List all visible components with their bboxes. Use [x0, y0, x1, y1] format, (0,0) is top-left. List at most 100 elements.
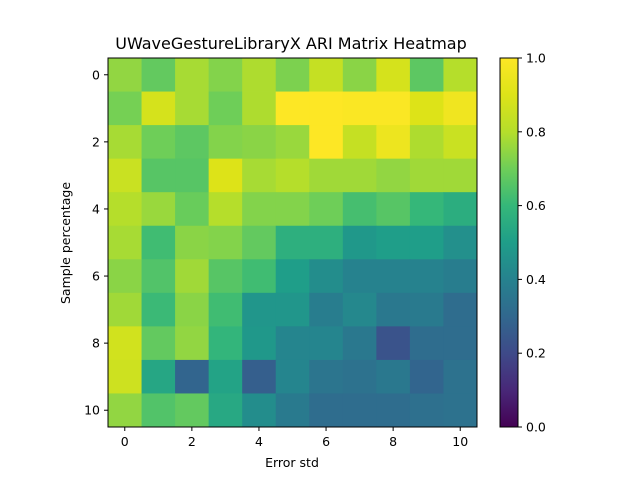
y-tick-label: 4 — [92, 201, 100, 216]
heatmap-cell — [443, 259, 478, 294]
heatmap-cell — [208, 158, 243, 193]
heatmap-cell — [108, 259, 142, 294]
heatmap-cell — [342, 158, 377, 193]
heatmap-cell — [443, 91, 478, 126]
heatmap-cell — [175, 58, 210, 92]
heatmap-cell — [242, 259, 277, 294]
heatmap-cell — [242, 192, 277, 227]
colorbar-tick-label: 0.6 — [526, 198, 546, 213]
heatmap-cell — [409, 91, 444, 126]
heatmap-cell — [208, 91, 243, 126]
heatmap-cell — [443, 192, 478, 227]
heatmap-cell — [175, 91, 210, 126]
heatmap-cell — [275, 326, 310, 361]
heatmap-cell — [108, 158, 142, 193]
x-tick-label: 4 — [255, 434, 263, 449]
heatmap-cell — [409, 225, 444, 260]
heatmap-cell — [275, 393, 310, 428]
heatmap-cell — [342, 58, 377, 92]
y-tick-label: 0 — [92, 67, 100, 82]
heatmap-cell — [242, 225, 277, 260]
heatmap-cell — [175, 125, 210, 160]
heatmap-cell — [108, 393, 142, 428]
heatmap-cell — [342, 125, 377, 160]
heatmap-cell — [108, 225, 142, 260]
heatmap-cell — [141, 259, 176, 294]
heatmap-cell — [141, 192, 176, 227]
heatmap-cell — [275, 158, 310, 193]
heatmap-cell — [108, 359, 142, 394]
heatmap-cell — [309, 192, 344, 227]
heatmap-cell — [208, 58, 243, 92]
heatmap-cell — [443, 359, 478, 394]
heatmap-cell — [409, 326, 444, 361]
heatmap-cell — [376, 292, 411, 327]
colorbar-tick-label: 0.2 — [526, 346, 546, 361]
heatmap-cell — [342, 359, 377, 394]
colorbar — [500, 58, 518, 427]
heatmap-cell — [309, 292, 344, 327]
heatmap-cell — [342, 192, 377, 227]
heatmap-cell — [443, 225, 478, 260]
heatmap-cell — [409, 292, 444, 327]
heatmap-cell — [342, 91, 377, 126]
heatmap-cell — [175, 393, 210, 428]
heatmap-cell — [376, 393, 411, 428]
heatmap-cell — [309, 91, 344, 126]
heatmap-cell — [208, 326, 243, 361]
plot-frame — [107, 57, 478, 428]
heatmap-cell — [376, 359, 411, 394]
colorbar-ticks: 0.0 0.2 0.4 0.6 0.8 1.0 — [518, 51, 546, 435]
heatmap-cell — [242, 58, 277, 92]
x-axis-ticks: 0 2 4 6 8 10 — [121, 427, 468, 449]
heatmap-cell — [141, 91, 176, 126]
heatmap-cell — [242, 359, 277, 394]
heatmap-cell — [275, 125, 310, 160]
y-tick-label: 6 — [92, 269, 100, 284]
heatmap-cell — [275, 225, 310, 260]
heatmap-cell — [108, 292, 142, 327]
heatmap-cell — [141, 58, 176, 92]
heatmap-cell — [208, 192, 243, 227]
y-axis-ticks: 0 2 4 6 8 10 — [84, 67, 108, 418]
heatmap-cell — [409, 125, 444, 160]
heatmap-cell — [443, 292, 478, 327]
heatmap-cell — [376, 326, 411, 361]
heatmap-cell — [141, 292, 176, 327]
heatmap-cell — [376, 259, 411, 294]
heatmap-cell — [242, 393, 277, 428]
heatmap-cell — [443, 158, 478, 193]
heatmap-cell — [376, 91, 411, 126]
heatmap-cell — [108, 326, 142, 361]
heatmap-cell — [242, 91, 277, 126]
y-tick-label: 8 — [92, 336, 100, 351]
heatmap-cell — [309, 259, 344, 294]
heatmap-cell — [208, 393, 243, 428]
heatmap-cell — [141, 125, 176, 160]
heatmap-cell — [409, 359, 444, 394]
chart-title: UWaveGestureLibraryX ARI Matrix Heatmap — [115, 34, 467, 53]
x-tick-label: 8 — [389, 434, 397, 449]
y-tick-label: 2 — [92, 134, 100, 149]
heatmap-cell — [376, 225, 411, 260]
colorbar-tick-label: 0.8 — [526, 124, 546, 139]
y-tick-label: 10 — [84, 403, 100, 418]
heatmap-cell — [242, 125, 277, 160]
heatmap-cell — [409, 192, 444, 227]
colorbar-tick-label: 0.4 — [526, 272, 546, 287]
heatmap-cell — [443, 58, 478, 92]
heatmap-cell — [275, 91, 310, 126]
heatmap-cell — [275, 259, 310, 294]
heatmap-cell — [376, 58, 411, 92]
x-tick-label: 2 — [188, 434, 196, 449]
heatmap-cell — [409, 58, 444, 92]
heatmap-cell — [208, 359, 243, 394]
heatmap-cell — [376, 192, 411, 227]
x-axis-label: Error std — [265, 455, 319, 470]
heatmap-cell — [309, 326, 344, 361]
heatmap-cell — [175, 292, 210, 327]
heatmap-cell — [309, 58, 344, 92]
heatmap-cell — [175, 326, 210, 361]
heatmap-cell — [342, 393, 377, 428]
heatmap-cell — [309, 225, 344, 260]
